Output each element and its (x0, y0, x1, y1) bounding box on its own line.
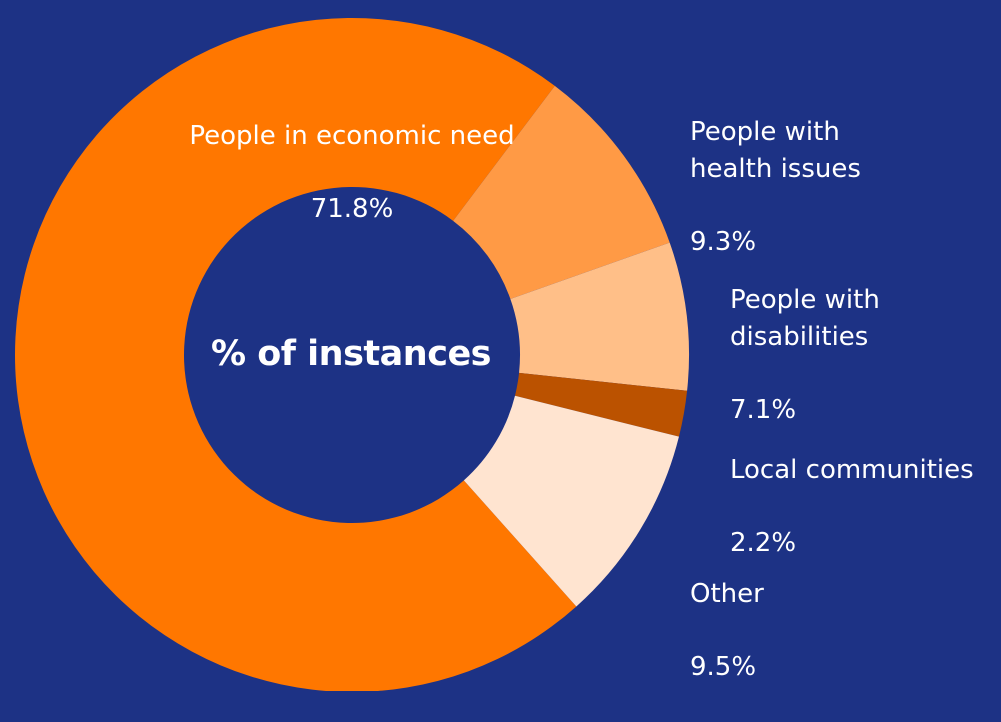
slice-label-disabilities: People with disabilities 7.1% (730, 246, 880, 464)
slice-disabilities (510, 242, 689, 391)
slice-label-value: 9.5% (690, 652, 757, 683)
donut-chart: % of instances People in economic need 7… (15, 18, 974, 691)
slice-label-text: People with health issues (690, 117, 861, 184)
slice-label-value: 71.8% (310, 194, 394, 225)
slice-label-text: People in economic need (189, 121, 515, 152)
slice-label-health-issues: People with health issues 9.3% (690, 78, 861, 296)
center-title: % of instances (210, 334, 492, 374)
donut-svg (15, 18, 689, 691)
slice-label-value: 2.2% (730, 528, 797, 559)
slice-economic-need (15, 18, 577, 691)
slice-health-issues (453, 85, 670, 299)
slice-label-economic-need: People in economic need 71.8% (172, 82, 532, 264)
slice-other (463, 395, 679, 607)
slice-label-text: Other (690, 579, 764, 610)
slice-label-other: Other 9.5% (690, 540, 764, 722)
slice-label-text: Local communities (730, 455, 974, 486)
slice-label-text: People with disabilities (730, 285, 880, 352)
slice-label-value: 9.3% (690, 226, 757, 257)
slice-label-local-communities: Local communities 2.2% (730, 416, 974, 598)
slice-label-value: 7.1% (730, 394, 797, 425)
slice-local-communities (514, 372, 688, 437)
